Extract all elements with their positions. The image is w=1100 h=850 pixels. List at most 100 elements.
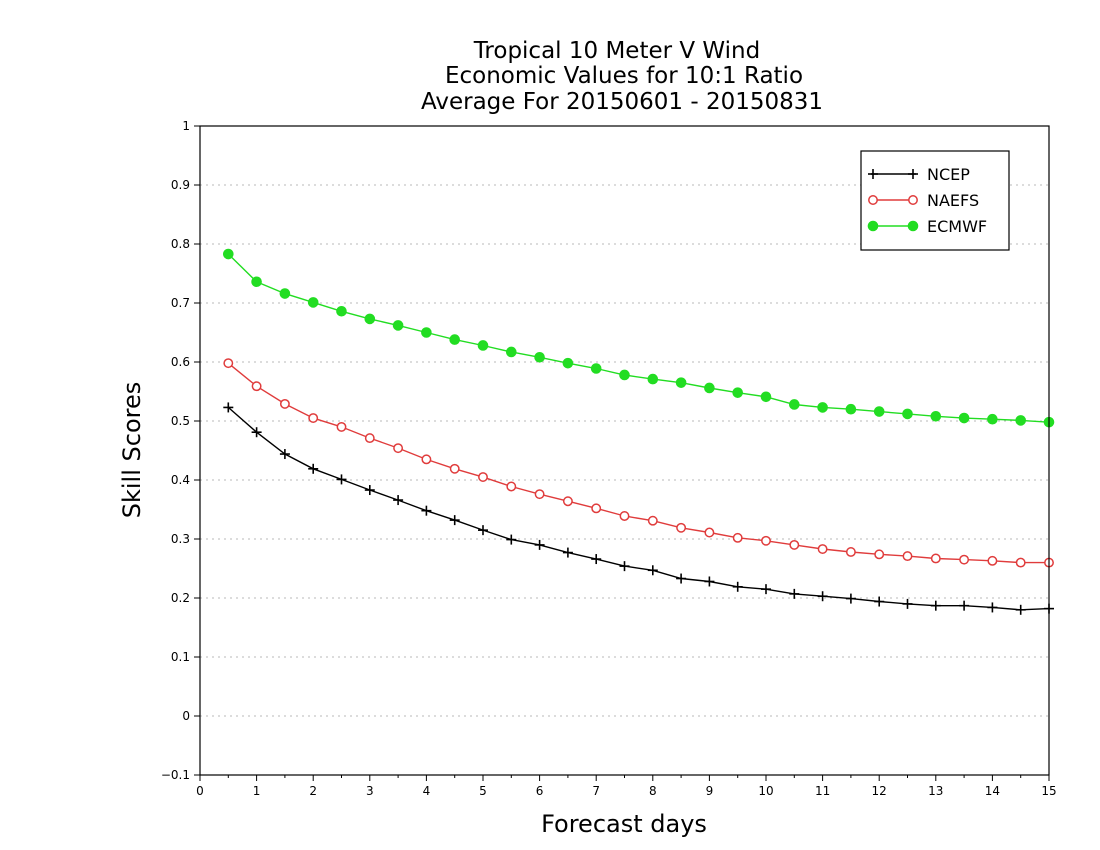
- legend-ecmwf-label: ECMWF: [927, 217, 987, 236]
- series-ncep: [223, 402, 1054, 615]
- series-ncep-point: [704, 576, 715, 587]
- series-ecmwf-point: [987, 413, 998, 425]
- y-tick-label: 0.4: [171, 473, 190, 487]
- series-ecmwf-point: [279, 288, 291, 299]
- y-tick-label: 0.2: [171, 591, 190, 605]
- series-naefs-point: [789, 539, 800, 550]
- series-ncep-point: [789, 588, 800, 599]
- series-naefs-point: [223, 358, 234, 369]
- series-ncep-point: [1015, 604, 1026, 615]
- series-ncep-point: [676, 573, 687, 584]
- series-ecmwf-point: [590, 363, 602, 374]
- series-ncep-point: [930, 600, 941, 611]
- series-naefs-point: [930, 553, 941, 564]
- series-ncep-point: [817, 591, 828, 602]
- series-naefs-point: [251, 381, 262, 392]
- chart-title-line-1: Tropical 10 Meter V Wind: [473, 38, 760, 64]
- series-naefs-point: [704, 527, 715, 538]
- series-ncep-point: [393, 495, 404, 506]
- series-ecmwf-point: [930, 410, 942, 422]
- series-ecmwf-point: [817, 402, 828, 413]
- series-ecmwf-point: [336, 305, 347, 317]
- series-ncep-point: [874, 596, 885, 607]
- series-naefs-point: [1015, 557, 1026, 568]
- series-ecmwf-point: [392, 320, 404, 331]
- series-naefs-point: [987, 555, 998, 566]
- y-tick-label: 0.8: [171, 237, 190, 251]
- legend-naefs-label: NAEFS: [927, 191, 979, 210]
- y-tick-label: 0.1: [171, 650, 190, 664]
- series-ncep-point: [364, 485, 375, 496]
- series-naefs-point: [676, 522, 687, 533]
- series-ncep-point: [845, 593, 856, 604]
- series-ecmwf-point: [873, 406, 885, 417]
- series-ecmwf-point: [449, 334, 461, 345]
- series-naefs-point: [619, 511, 630, 521]
- series-ncep-point: [761, 584, 771, 595]
- series-ecmwf-point: [675, 377, 687, 388]
- legend-naefs-start-point: [868, 195, 878, 205]
- series-naefs-point: [902, 551, 913, 562]
- legend-ncep: NCEP: [868, 165, 970, 184]
- series-ncep-point: [308, 463, 319, 474]
- series-ncep-point: [534, 539, 545, 550]
- y-tick-label: 0: [182, 709, 190, 723]
- legend-naefs: NAEFS: [868, 191, 979, 210]
- series-naefs-point: [591, 503, 602, 514]
- series-ecmwf-point: [1015, 415, 1027, 426]
- y-tick-label: 0.3: [171, 532, 190, 546]
- series-naefs-point: [761, 535, 771, 546]
- x-tick-label: 13: [928, 784, 943, 798]
- series-naefs-point: [336, 421, 347, 432]
- series-ncep-point: [449, 515, 460, 526]
- y-tick-label: 0.9: [171, 178, 190, 192]
- series-ecmwf-point: [760, 391, 772, 403]
- x-tick-label: 6: [536, 784, 544, 798]
- series-naefs-point: [845, 547, 856, 557]
- series-naefs-line: [227, 362, 1049, 564]
- legend-naefs-end-point: [908, 195, 918, 205]
- series-ecmwf-point: [364, 313, 376, 325]
- series-ncep-point: [591, 554, 602, 565]
- y-tick-label: −0.1: [161, 768, 190, 782]
- series-ncep-point: [959, 600, 970, 611]
- y-tick-label: 0.6: [171, 355, 190, 369]
- series-ecmwf-point: [223, 248, 234, 260]
- series-naefs-point: [817, 544, 828, 554]
- series-ecmwf-point: [477, 340, 489, 351]
- x-tick-label: 2: [309, 784, 317, 798]
- series-ecmwf-point: [421, 327, 432, 338]
- y-tick-label: 0.5: [171, 414, 190, 428]
- series-ncep-point: [223, 402, 234, 413]
- series-naefs-point: [562, 496, 573, 507]
- series-ncep-point: [562, 547, 573, 558]
- series-naefs-point: [874, 549, 885, 560]
- series-ncep-point: [279, 449, 290, 460]
- x-tick-label: 10: [758, 784, 773, 798]
- series-naefs-point: [449, 463, 460, 474]
- series-ncep-point: [506, 534, 517, 545]
- series-naefs-point: [478, 472, 488, 482]
- y-axis-label: Skill Scores: [118, 382, 146, 519]
- series-ncep-point: [421, 505, 432, 516]
- series-ecmwf-point: [619, 369, 630, 381]
- series-ecmwf-point: [958, 412, 970, 424]
- legend-ecmwf-end-point: [907, 220, 919, 232]
- series-ecmwf-point: [789, 399, 800, 410]
- grid-lines: [200, 184, 1049, 717]
- x-tick-label: 11: [815, 784, 830, 798]
- series-naefs-point: [364, 433, 375, 444]
- series-ecmwf-point: [845, 403, 857, 415]
- series-ecmwf-point: [902, 408, 913, 420]
- series-ncep-point: [987, 602, 998, 613]
- legend-ncep-label: NCEP: [927, 165, 970, 184]
- series-ecmwf-point: [534, 351, 545, 363]
- series-ecmwf-point: [251, 276, 262, 288]
- x-tick-label: 15: [1041, 784, 1056, 798]
- series-ncep-point: [732, 581, 743, 592]
- series-naefs: [223, 358, 1054, 568]
- x-tick-label: 5: [479, 784, 487, 798]
- series-naefs-point: [647, 515, 658, 526]
- plot-series: [223, 248, 1055, 615]
- series-ecmwf: [223, 248, 1055, 428]
